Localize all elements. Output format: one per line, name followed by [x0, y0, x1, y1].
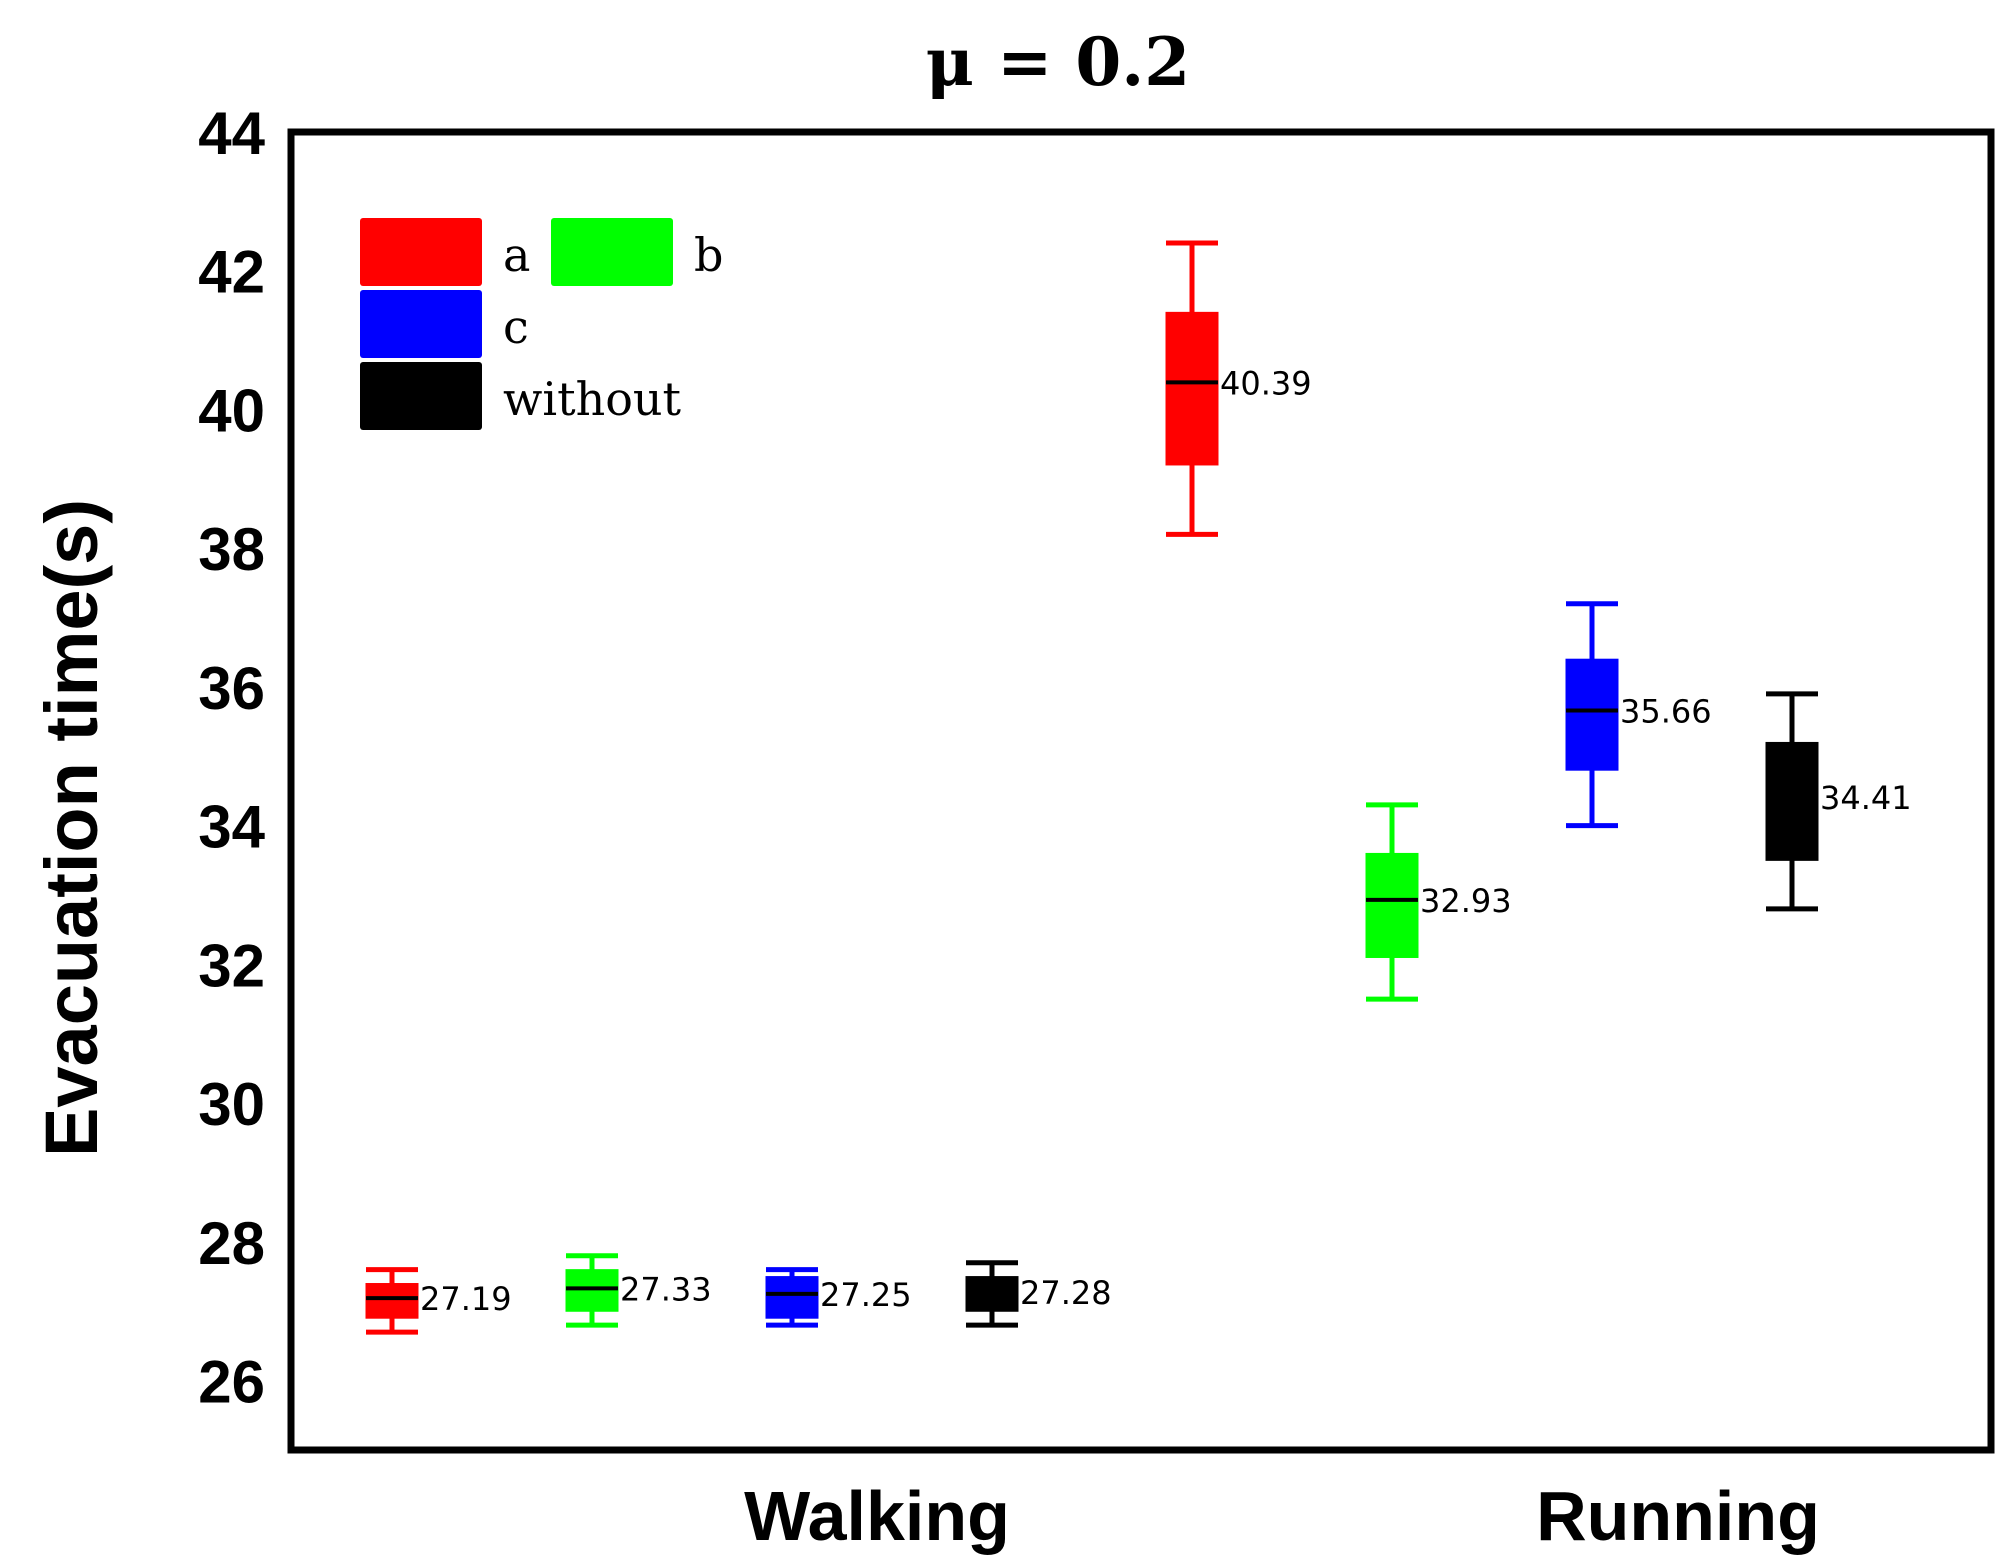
median-value-label: 40.39 [1220, 364, 1312, 402]
y-tick-label: 30 [198, 1071, 265, 1138]
y-tick-label: 36 [198, 655, 265, 722]
legend-label: without [503, 372, 682, 426]
legend-entry-b: b [551, 218, 723, 286]
chart-title: μ = 0.2 [926, 23, 1190, 101]
y-tick-label: 40 [198, 377, 265, 444]
box-iqr [365, 1283, 419, 1319]
x-axis-categories: Walking Running [744, 1477, 1820, 1555]
legend-swatch [360, 290, 482, 358]
legend-label: b [694, 228, 723, 282]
legend-swatch [360, 362, 482, 430]
legend: a b c without [360, 218, 723, 430]
legend-entry-c: c [360, 290, 529, 358]
median-value-label: 32.93 [1420, 882, 1512, 920]
box-c-running: 35.66 [1565, 601, 1712, 829]
median-value-label: 34.41 [1820, 779, 1912, 817]
box-iqr [965, 1276, 1019, 1312]
box-without-walking: 27.28 [965, 1260, 1112, 1328]
box-iqr [1565, 658, 1619, 771]
legend-swatch [551, 218, 673, 286]
box-iqr [1765, 741, 1819, 861]
y-tick-label: 28 [198, 1210, 265, 1277]
median-value-label: 35.66 [1620, 693, 1712, 731]
box-iqr [1165, 311, 1219, 466]
median-value-label: 27.28 [1020, 1274, 1112, 1312]
legend-label: a [503, 228, 530, 282]
median-value-label: 27.25 [820, 1276, 912, 1314]
y-tick-label: 44 [198, 100, 265, 167]
y-axis-ticks: 26 28 30 32 34 36 38 40 42 44 [198, 100, 265, 1416]
box-b-running: 32.93 [1365, 802, 1512, 1002]
x-category-label: Running [1536, 1477, 1820, 1555]
legend-swatch [360, 218, 482, 286]
median-value-label: 27.33 [620, 1270, 712, 1308]
box-a-walking: 27.19 [365, 1267, 512, 1335]
y-tick-label: 32 [198, 932, 265, 999]
y-tick-label: 42 [198, 239, 265, 306]
x-category-label: Walking [744, 1477, 1010, 1555]
legend-entry-a: a [360, 218, 530, 286]
box-a-running: 40.39 [1165, 240, 1312, 537]
box-series: 27.19 40.39 27.33 32.93 27.25 35.66 27.28 34.41 [365, 240, 1912, 1335]
box-iqr [765, 1276, 819, 1319]
box-iqr [1365, 852, 1419, 958]
box-without-running: 34.41 [1765, 691, 1912, 912]
plot-area-frame [287, 128, 1995, 1454]
box-b-walking: 27.33 [565, 1253, 712, 1328]
box-iqr [565, 1269, 619, 1312]
y-tick-label: 26 [198, 1349, 265, 1416]
box-c-walking: 27.25 [765, 1267, 912, 1328]
y-axis-label: Evacuation time(s) [30, 499, 113, 1157]
legend-label: c [503, 300, 529, 354]
legend-entry-without: without [360, 362, 682, 430]
median-value-label: 27.19 [420, 1280, 512, 1318]
y-tick-label: 34 [198, 794, 265, 861]
y-tick-label: 38 [198, 516, 265, 583]
